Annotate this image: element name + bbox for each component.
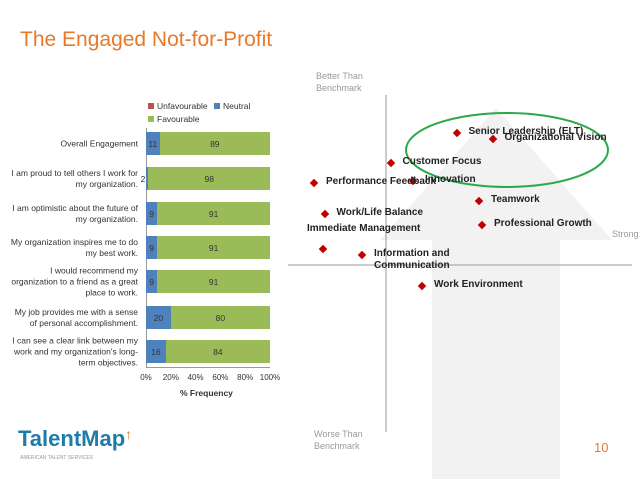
bar-segment-favourable [157,202,270,225]
bar-value-label: 84 [213,346,223,357]
bar-row-label: My organization inspires me to do my bes… [10,236,138,258]
bar-value-label: 20 [153,312,164,323]
bar-row-label: I can see a clear link between my work a… [12,335,138,367]
diamond-icon [474,196,484,205]
legend-favourable: Favourable [148,114,200,124]
slide-title: The Engaged Not-for-Profit [20,28,273,51]
quadrant-label-top: Better Than Benchmark [316,71,363,93]
bar-value-label: 16 [151,346,161,357]
bar-chart-baseline [146,367,270,368]
bar-segment-neutral [146,306,171,329]
logo-text: TalentMap [18,426,126,451]
page-number: 10 [594,440,609,455]
bar-segment-favourable [157,236,270,259]
quadrant-label-bottom: Worse Than Benchmark [314,429,363,451]
legend-swatch-neutral [214,103,220,109]
bar-row-label: I am optimistic about the future of my o… [12,202,138,224]
quadrant-point-label: Customer Focus [402,156,482,168]
diamond-icon [318,245,328,254]
diamond-icon [452,129,461,138]
legend-unfavourable: Unfavourable [148,101,208,111]
bar-row-label: My job provides me with a sense of perso… [14,306,138,328]
diamond-icon [309,179,319,188]
bar-row-label: I am proud to tell others I work for my … [11,167,138,189]
bar-segment-neutral [146,167,149,190]
legend-swatch-unfavourable [148,103,154,109]
bar-value-label: 11 [148,138,158,149]
diamond-icon [320,209,329,218]
bar-value-label: 91 [208,276,219,287]
bar-value-label: 91 [208,242,219,253]
diamond-icon [357,250,367,260]
bar-chart-x-tick: 100% [259,373,281,382]
bar-chart-xlabel: % Frequency [180,388,233,398]
quadrant-point-label: Work Environment [434,279,523,291]
bar-segment-favourable [157,270,270,293]
legend-label-unfavourable: Unfavourable [157,101,208,111]
bar-row-label: Overall Engagement [60,138,139,148]
quadrant-point-label: Teamwork [491,193,540,205]
bar-value-label: 9 [149,208,154,219]
bar-chart-x-tick: 80% [237,373,254,382]
quadrant-point-label: Professional Growth [494,217,592,229]
bar-value-label: 9 [149,242,154,253]
bar-segment-neutral [146,132,160,155]
bar-value-label: 91 [208,208,219,219]
legend-swatch-favourable [148,116,154,122]
bar-value-label: 9 [149,276,154,287]
quadrant-point-label: Information and Communication [374,247,450,271]
bar-row-label: I would recommend my organization to a f… [11,265,138,297]
bar-segment-neutral [146,270,158,293]
bar-segment-neutral [146,236,158,259]
bar-value-label: 89 [210,138,220,149]
bar-value-label: 2 [140,173,146,184]
quadrant-point-label: Senior Leadership (ELT) [468,126,584,138]
diamond-icon [386,159,395,168]
legend-label-favourable: Favourable [157,114,200,124]
bar-chart-x-tick: 60% [212,373,229,382]
bar-chart-x-tick: 20% [162,373,179,382]
talentmap-logo: TalentMap↑ [18,426,132,452]
diamond-icon [417,282,427,291]
quadrant-label-right: Strong Engagement Driver [612,229,638,239]
quadrant-point-label: Performance Feedback [326,176,437,188]
bar-segment-favourable [165,340,270,363]
bar-value-label: 80 [215,312,226,323]
bar-chart-x-tick: 40% [187,373,204,382]
bar-segment-favourable [159,132,270,155]
bar-chart-x-tick: 0% [140,373,152,382]
quadrant-point-label: Innovation [425,173,476,185]
legend-label-neutral: Neutral [223,101,251,111]
bar-segment-favourable [170,306,270,329]
quadrant-point-label: Work/Life Balance [336,206,424,218]
legend-neutral: Neutral [214,101,250,111]
bar-segment-neutral [146,202,158,225]
bar-value-label: 98 [204,173,214,184]
highlight-circle [405,112,609,188]
quadrant-point-label: Organizational Vision [504,132,607,144]
arrow-up-icon: ↑ [125,426,133,442]
quadrant-point-label: Immediate Management [307,223,421,235]
engagement-bar-chart: Overall Engagement 11 89 I am proud to tell… [0,0,290,400]
bar-segment-neutral [146,340,166,363]
diamond-icon [477,220,487,230]
logo-subtext: AMERICAN TALENT SERVICES [20,455,93,461]
bar-segment-favourable [148,167,270,190]
